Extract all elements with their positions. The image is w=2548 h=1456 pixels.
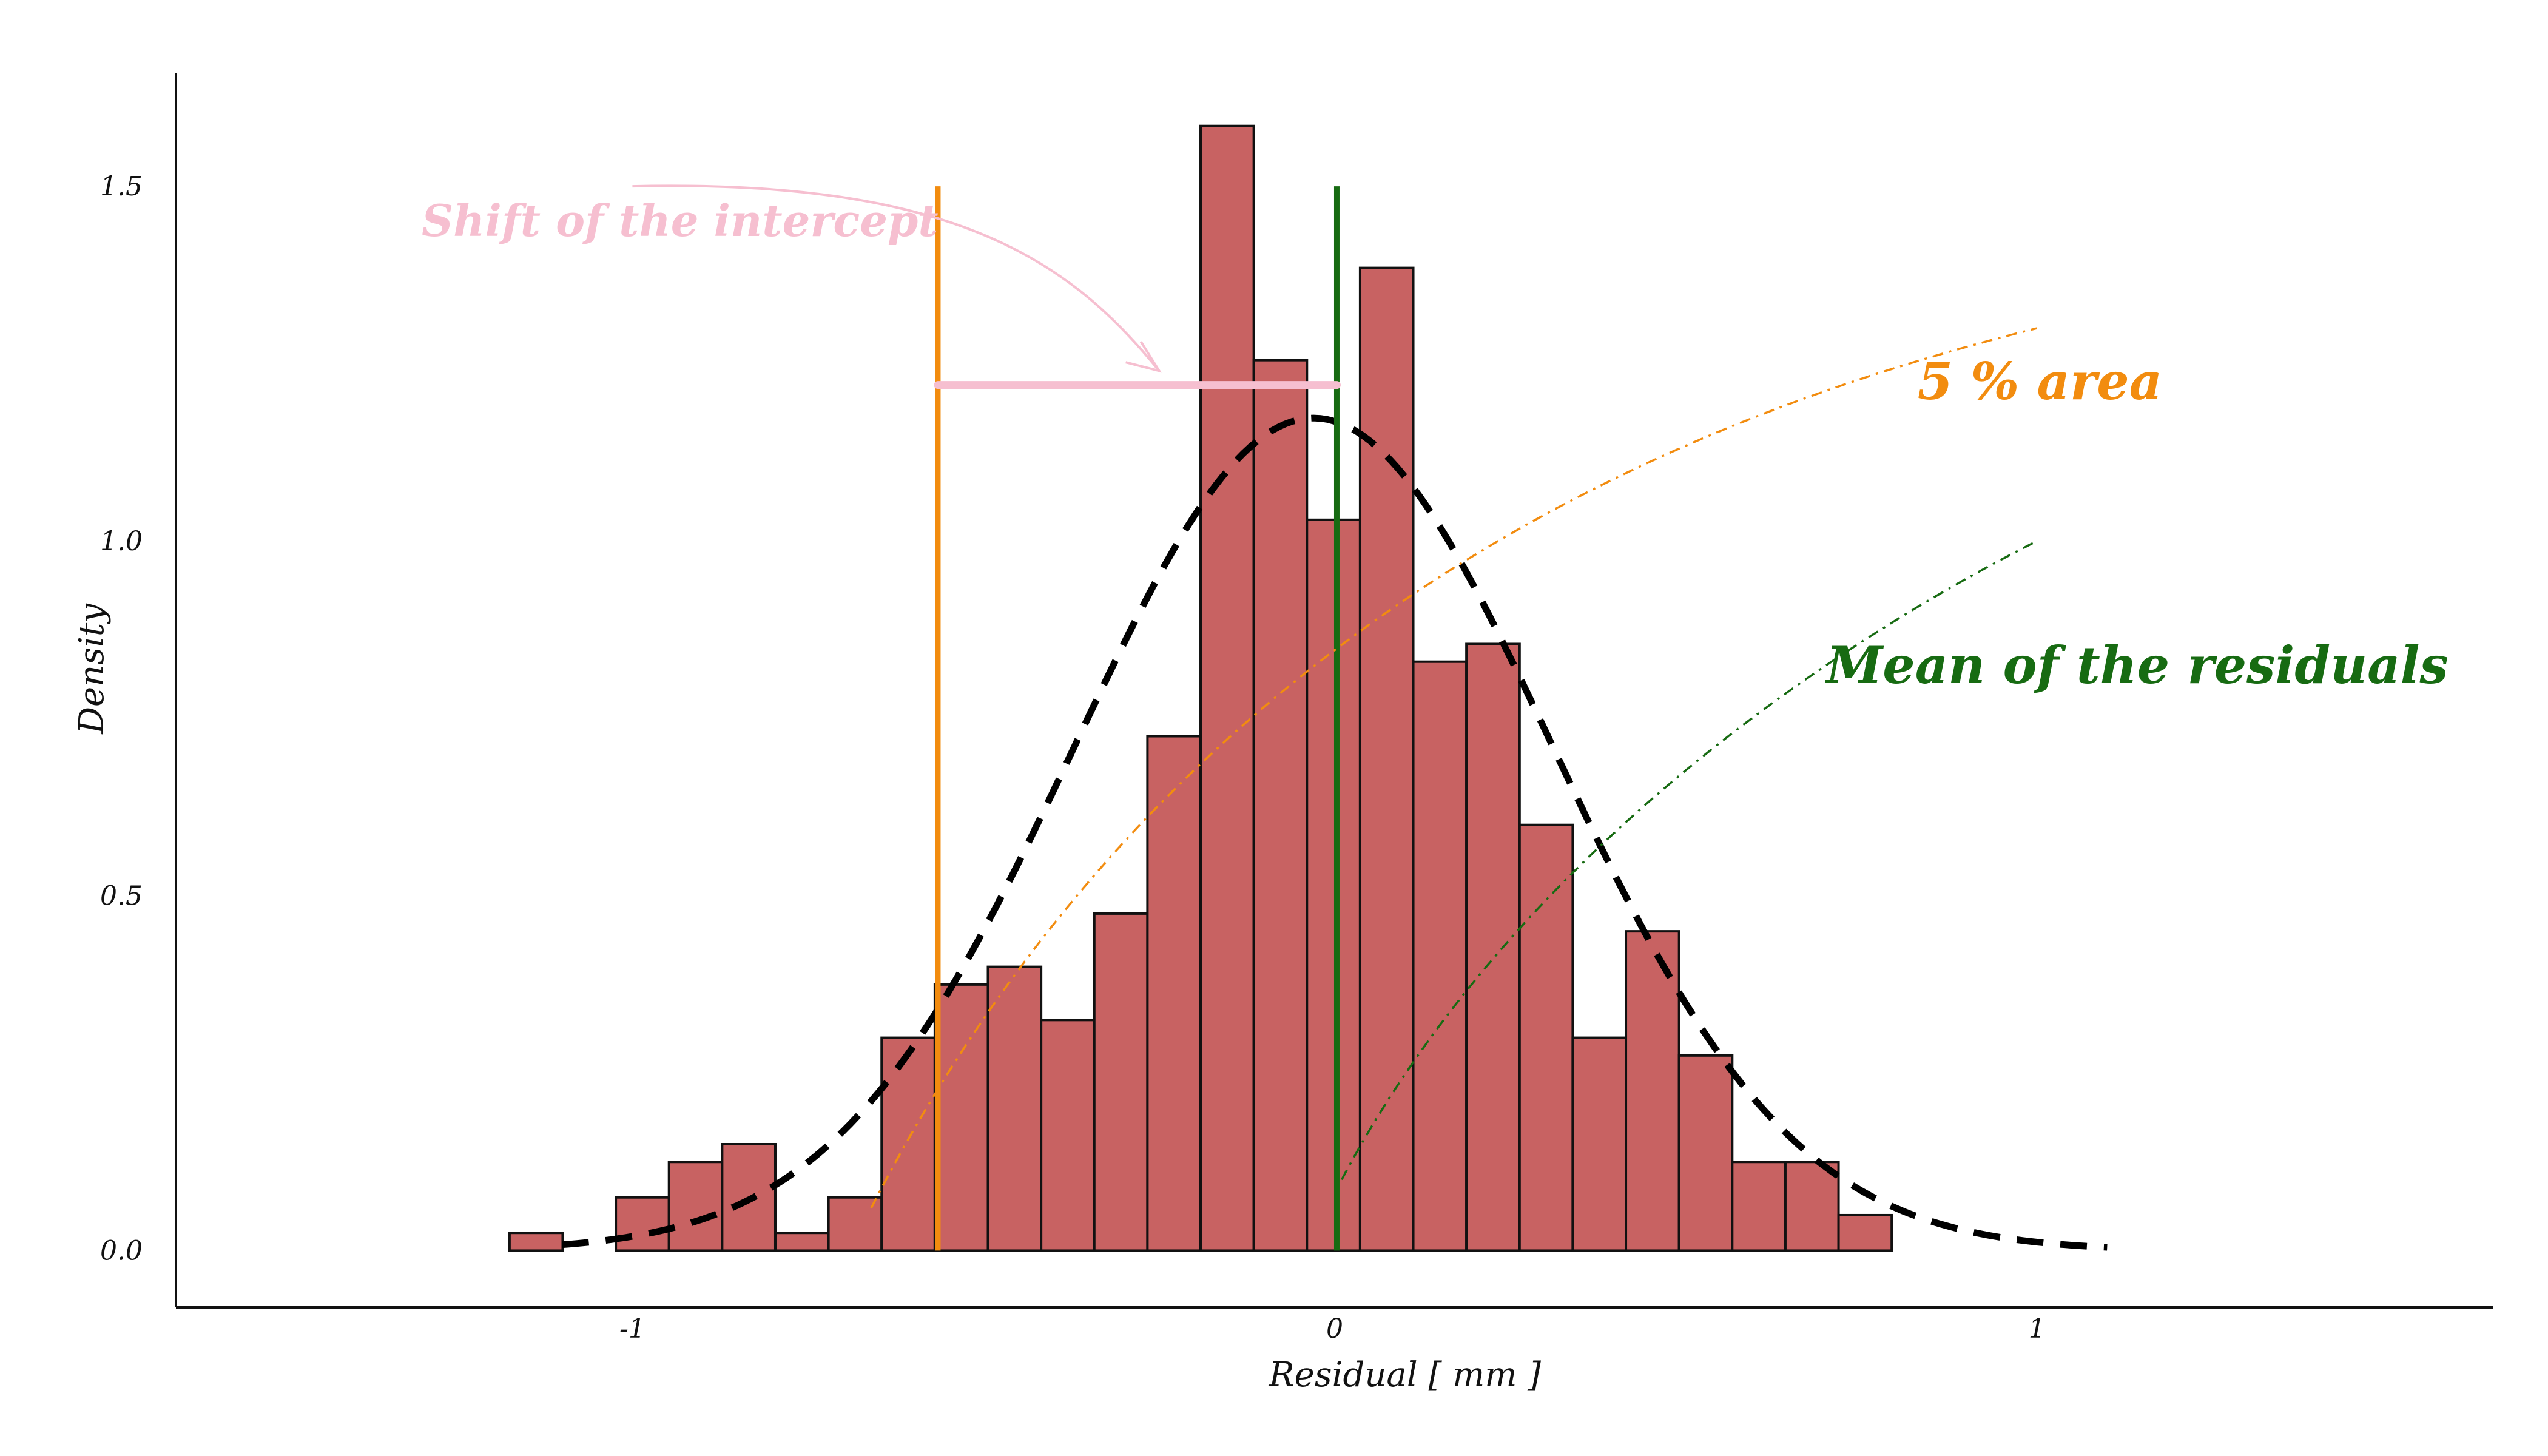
histogram-bar	[508, 1232, 564, 1252]
y-tick-label: 1.0	[100, 526, 143, 557]
histogram-bar	[1358, 266, 1415, 1252]
x-axis-title: Residual [ mm ]	[1269, 1355, 1542, 1395]
histogram-bar	[1199, 124, 1255, 1252]
histogram-bar	[1040, 1019, 1096, 1252]
mean-residuals-annotation: Mean of the residuals	[1824, 635, 2448, 695]
histogram-bar	[1625, 930, 1680, 1252]
histogram-bar	[1677, 1054, 1734, 1252]
histogram-bar	[1731, 1161, 1787, 1252]
histogram-bar	[986, 965, 1043, 1252]
intercept-shift-arrowhead	[1125, 341, 1162, 373]
histogram-bar	[1252, 359, 1309, 1252]
y-tick-label: 0.5	[100, 881, 143, 912]
histogram-bars	[508, 124, 1893, 1252]
x-tick-label: 1	[2029, 1313, 2046, 1344]
intercept-shift-arrow	[632, 184, 1161, 372]
x-tick-label: -1	[619, 1313, 645, 1344]
histogram-bar	[880, 1036, 936, 1252]
shift-intercept-annotation: Shift of the intercept	[422, 195, 938, 246]
axis-ticks: -1 0 1 0.0 0.5 1.0 1.5	[100, 171, 2046, 1344]
histogram-bar	[1571, 1036, 1628, 1252]
y-tick-label: 1.5	[100, 171, 143, 202]
histogram-bar	[1146, 735, 1202, 1252]
histogram-bar	[1518, 823, 1574, 1252]
histogram-bar	[1306, 518, 1361, 1252]
five-percent-pointer	[870, 327, 2038, 1209]
histogram-bar	[774, 1232, 830, 1252]
histogram-bar	[1837, 1213, 1893, 1252]
y-axis-title: Density	[72, 603, 112, 735]
five-percent-area-annotation: 5 % area	[1918, 351, 2162, 411]
histogram-bar	[1093, 912, 1149, 1252]
mean-residual-pointer	[1341, 540, 2038, 1181]
x-tick-label: 0	[1326, 1313, 1343, 1344]
histogram-bar	[1412, 660, 1468, 1252]
histogram-bar	[1465, 642, 1521, 1252]
y-tick-label: 0.0	[100, 1235, 143, 1266]
histogram-bar	[1784, 1161, 1840, 1252]
histogram-bar	[933, 983, 989, 1252]
histogram-bar	[615, 1196, 670, 1252]
histogram-bar	[667, 1161, 724, 1252]
